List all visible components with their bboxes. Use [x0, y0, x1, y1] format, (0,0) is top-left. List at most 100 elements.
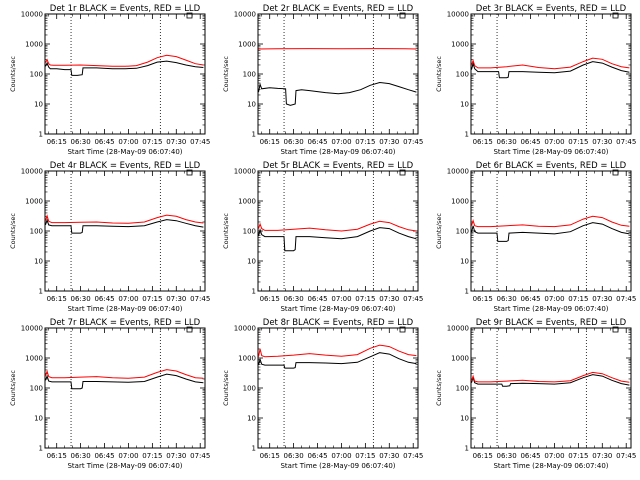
- y-tick-label: 10: [34, 101, 43, 109]
- x-tick-label: 07:15: [568, 138, 588, 146]
- x-axis-label: Start Time (28-May-09 06:07:40): [67, 305, 182, 313]
- panel-det-6: Det 6r BLACK = Events, RED = LLD 1 10 100 10…: [435, 161, 636, 313]
- panel-det-5: Det 5r BLACK = Events, RED = LLD 1 10 100 10…: [222, 161, 423, 313]
- series-events-line: [45, 60, 204, 76]
- y-axis-label: Counts/sec: [9, 213, 17, 249]
- x-tick-label: 06:45: [94, 295, 114, 303]
- y-axis-label: Counts/sec: [435, 213, 443, 249]
- x-tick-label: 07:45: [190, 138, 210, 146]
- x-tick-label: 06:45: [94, 452, 114, 460]
- x-axis-label: Start Time (28-May-09 06:07:40): [67, 462, 182, 470]
- x-tick-label: 06:30: [71, 295, 91, 303]
- series-events-line: [471, 222, 630, 242]
- plot-frame: [44, 327, 206, 449]
- y-tick-label: 10: [247, 101, 256, 109]
- y-tick-label: 10: [460, 101, 469, 109]
- y-tick-label: 10: [34, 258, 43, 266]
- x-tick-label: 07:00: [544, 452, 564, 460]
- x-tick-label: 07:00: [331, 452, 351, 460]
- x-tick-label: 07:00: [118, 452, 138, 460]
- y-tick-label: 100: [243, 71, 256, 79]
- series-lld-line: [471, 371, 630, 383]
- panel-title: Det 9r BLACK = Events, RED = LLD: [476, 318, 627, 328]
- x-tick-label: 06:30: [284, 295, 304, 303]
- y-axis-label: Counts/sec: [222, 56, 230, 92]
- y-tick-label: 10: [34, 415, 43, 423]
- x-tick-label: 06:45: [307, 138, 327, 146]
- y-tick-label: 1000: [238, 41, 256, 49]
- plot-frame: [470, 13, 632, 135]
- plot-frame: [470, 327, 632, 449]
- y-tick-label: 10000: [447, 11, 469, 19]
- y-tick-label: 100: [30, 228, 43, 236]
- x-tick-label: 06:30: [497, 138, 517, 146]
- x-tick-label: 07:30: [379, 452, 399, 460]
- series-lld-line: [45, 214, 204, 224]
- x-tick-label: 06:45: [94, 138, 114, 146]
- x-tick-label: 07:45: [616, 138, 636, 146]
- panel-title: Det 2r BLACK = Events, RED = LLD: [263, 4, 414, 14]
- x-tick-label: 07:30: [379, 295, 399, 303]
- x-tick-label: 07:15: [355, 295, 375, 303]
- x-tick-label: 06:15: [473, 295, 493, 303]
- y-tick-label: 1: [39, 131, 43, 139]
- x-tick-label: 07:30: [592, 138, 612, 146]
- y-tick-label: 10: [247, 258, 256, 266]
- panel-det-3: Det 3r BLACK = Events, RED = LLD 1 10 100 10…: [435, 4, 636, 156]
- series-events-line: [45, 373, 204, 390]
- y-axis-label: Counts/sec: [435, 56, 443, 92]
- y-tick-label: 1000: [451, 355, 469, 363]
- x-tick-label: 07:30: [379, 138, 399, 146]
- y-tick-label: 1: [252, 288, 256, 296]
- y-tick-label: 10000: [21, 11, 43, 19]
- x-axis-label: Start Time (28-May-09 06:07:40): [493, 462, 608, 470]
- y-tick-label: 1: [252, 131, 256, 139]
- x-tick-label: 06:45: [307, 452, 327, 460]
- y-tick-label: 1: [39, 288, 43, 296]
- x-tick-label: 07:00: [544, 138, 564, 146]
- x-tick-label: 07:30: [166, 295, 186, 303]
- plot-frame: [470, 170, 632, 292]
- x-tick-label: 06:15: [260, 295, 280, 303]
- x-tick-label: 06:15: [473, 138, 493, 146]
- x-tick-label: 07:30: [166, 452, 186, 460]
- x-tick-label: 06:30: [284, 138, 304, 146]
- x-tick-label: 07:00: [118, 295, 138, 303]
- x-tick-label: 07:00: [331, 295, 351, 303]
- x-tick-label: 07:45: [616, 295, 636, 303]
- x-tick-label: 07:15: [355, 452, 375, 460]
- x-tick-label: 07:45: [190, 452, 210, 460]
- series-events-line: [258, 81, 417, 106]
- x-tick-label: 07:45: [190, 295, 210, 303]
- series-lld-line: [45, 54, 204, 67]
- y-tick-label: 10000: [234, 168, 256, 176]
- y-tick-label: 1000: [25, 198, 43, 206]
- panel-title: Det 3r BLACK = Events, RED = LLD: [476, 4, 627, 14]
- y-tick-label: 1: [252, 445, 256, 453]
- y-tick-label: 10000: [21, 168, 43, 176]
- x-tick-label: 06:30: [497, 295, 517, 303]
- x-tick-label: 06:30: [497, 452, 517, 460]
- y-tick-label: 10000: [447, 325, 469, 333]
- plot-frame: [257, 327, 419, 449]
- y-tick-label: 1: [465, 288, 469, 296]
- panel-det-8: Det 8r BLACK = Events, RED = LLD 1 10 100 10…: [222, 318, 423, 470]
- series-lld-line: [258, 344, 417, 358]
- x-axis-label: Start Time (28-May-09 06:07:40): [280, 462, 395, 470]
- panel-det-2: Det 2r BLACK = Events, RED = LLD 1 10 100 10…: [222, 4, 423, 156]
- y-tick-label: 100: [456, 228, 469, 236]
- x-tick-label: 06:45: [520, 452, 540, 460]
- panel-det-9: Det 9r BLACK = Events, RED = LLD 1 10 100 10…: [435, 318, 636, 470]
- x-tick-label: 06:45: [520, 138, 540, 146]
- y-tick-label: 100: [243, 228, 256, 236]
- y-tick-label: 1000: [238, 198, 256, 206]
- panel-title: Det 4r BLACK = Events, RED = LLD: [50, 161, 201, 171]
- x-tick-label: 07:30: [592, 295, 612, 303]
- x-tick-label: 06:15: [260, 138, 280, 146]
- y-axis-label: Counts/sec: [435, 370, 443, 406]
- y-tick-label: 1000: [25, 41, 43, 49]
- y-tick-label: 1: [465, 445, 469, 453]
- x-tick-label: 06:15: [47, 295, 67, 303]
- plot-frame: [44, 170, 206, 292]
